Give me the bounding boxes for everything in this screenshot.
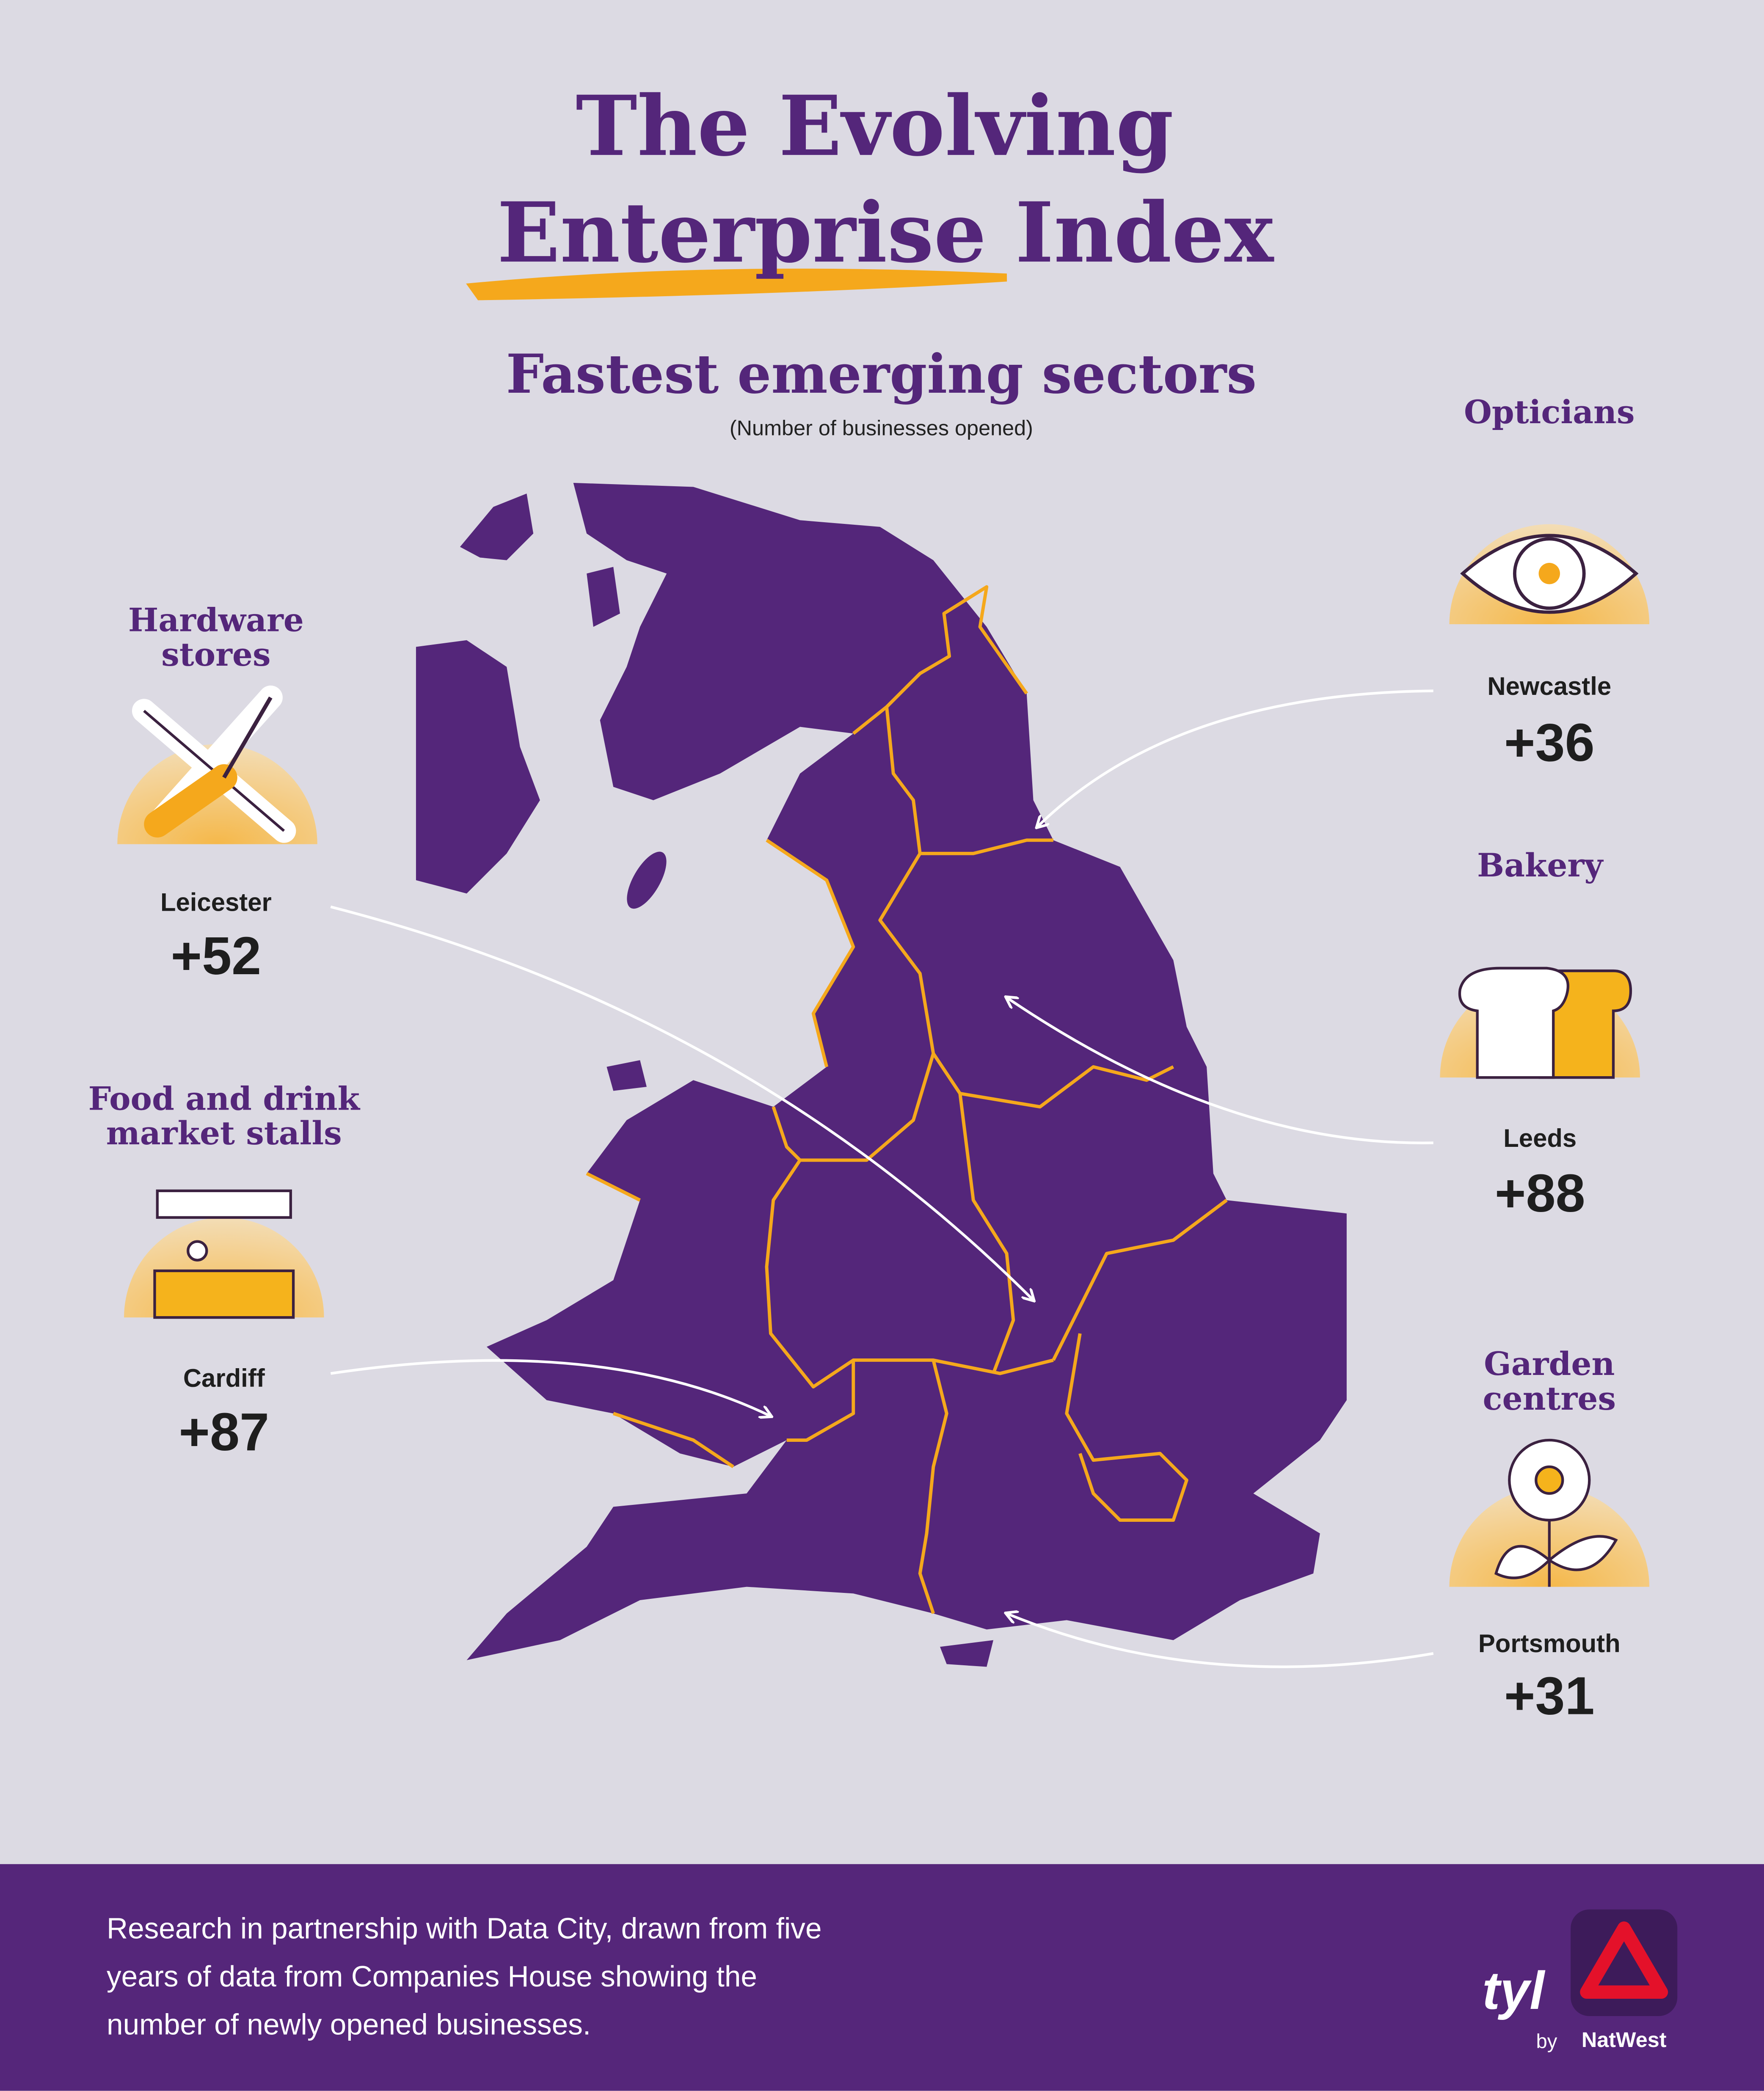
great-britain bbox=[466, 483, 1347, 1660]
value: +52 bbox=[171, 926, 262, 986]
brand: NatWest bbox=[1582, 2028, 1667, 2052]
sector-name: stores bbox=[161, 636, 270, 673]
footer bbox=[0, 1864, 1764, 2091]
footer-text: Research in partnership with Data City, … bbox=[107, 1912, 821, 1945]
city: Leicester bbox=[160, 888, 272, 916]
sector-name: Opticians bbox=[1464, 393, 1635, 431]
title: Enterprise Index bbox=[497, 185, 1274, 281]
logo-mark bbox=[1580, 1921, 1668, 1999]
arrow bbox=[330, 905, 1033, 1300]
city: Cardiff bbox=[183, 1364, 265, 1392]
stall-icon bbox=[124, 1189, 324, 1319]
logo-text: tyl bbox=[1482, 1961, 1546, 2020]
sector-name: Hardware bbox=[128, 601, 304, 639]
city: Portsmouth bbox=[1478, 1629, 1621, 1658]
sector-name: Bakery bbox=[1477, 846, 1604, 884]
value: +88 bbox=[1495, 1163, 1585, 1223]
value: +31 bbox=[1504, 1666, 1595, 1726]
arrow bbox=[1037, 689, 1433, 826]
subtitle: Fastest emerging sectors bbox=[506, 343, 1257, 405]
map bbox=[416, 483, 1347, 1667]
bread-icon bbox=[1440, 967, 1640, 1079]
city: Newcastle bbox=[1487, 672, 1611, 700]
anglesey bbox=[606, 1060, 647, 1091]
underline bbox=[466, 268, 1007, 300]
sector-name: Food and drink bbox=[88, 1080, 361, 1117]
arrow bbox=[1007, 1614, 1434, 1668]
logo-by: by bbox=[1536, 2030, 1557, 2052]
footer-text: number of newly opened businesses. bbox=[107, 2008, 591, 2041]
isle-of-wight bbox=[940, 1640, 994, 1667]
island bbox=[587, 567, 620, 627]
note: (Number of businesses opened) bbox=[730, 416, 1033, 440]
sector-name: centres bbox=[1483, 1380, 1616, 1417]
value: +36 bbox=[1504, 713, 1595, 772]
region-borders bbox=[586, 585, 1228, 1614]
arrow bbox=[1007, 997, 1433, 1144]
sector-name: Garden bbox=[1484, 1345, 1615, 1383]
isle-of-man bbox=[627, 851, 667, 909]
flower-icon bbox=[1449, 1438, 1650, 1587]
arrow bbox=[330, 1359, 771, 1416]
sector-name: market stalls bbox=[106, 1114, 342, 1152]
island bbox=[460, 493, 534, 560]
eye-icon bbox=[1449, 524, 1650, 624]
footer-text: years of data from Companies House showi… bbox=[107, 1960, 757, 1993]
value: +87 bbox=[179, 1402, 269, 1462]
title: The Evolving bbox=[576, 78, 1174, 175]
northern-ireland bbox=[416, 640, 540, 894]
hardware-icon bbox=[117, 685, 317, 844]
city: Leeds bbox=[1503, 1124, 1577, 1152]
icons bbox=[117, 524, 1650, 1587]
